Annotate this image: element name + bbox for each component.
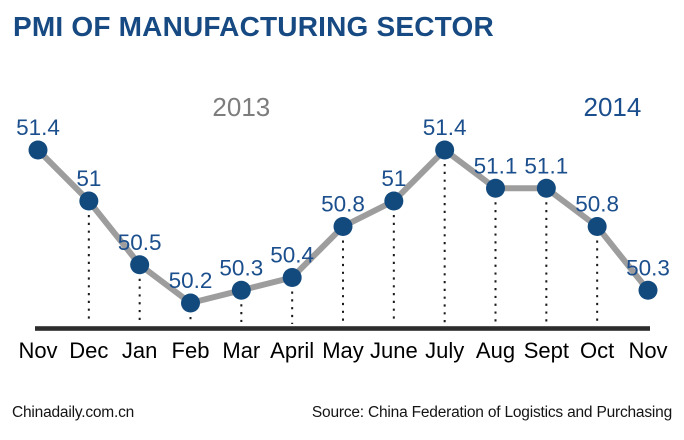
data-point	[181, 293, 200, 313]
data-point	[333, 217, 353, 236]
data-point-label: 51	[76, 166, 101, 191]
x-axis-label: Nov	[628, 338, 667, 363]
footer: Chinadaily.com.cn Source: China Federati…	[0, 402, 684, 428]
data-point	[435, 140, 455, 160]
data-point	[587, 217, 607, 236]
data-point-label: 51	[381, 166, 406, 191]
data-point	[536, 178, 556, 198]
data-point-label: 50.8	[321, 192, 365, 217]
data-point-label: 50.2	[169, 268, 213, 293]
source-credit: Source: China Federation of Logistics an…	[311, 404, 672, 421]
data-point-label: 51.1	[474, 153, 518, 178]
x-axis-label: Aug	[476, 338, 515, 363]
data-point-label: 51.4	[423, 115, 467, 140]
x-axis-label: Mar	[222, 338, 260, 363]
x-axis-label: June	[370, 338, 418, 363]
x-axis	[35, 326, 650, 331]
x-axis-label: April	[270, 338, 314, 363]
data-point-label: 50.5	[118, 230, 162, 255]
x-axis-label: Sept	[524, 338, 569, 363]
data-point	[79, 191, 99, 211]
x-axis-label: Nov	[18, 338, 57, 363]
x-axis-label: Feb	[172, 338, 210, 363]
data-point	[28, 140, 48, 160]
data-point	[384, 191, 404, 211]
year-label-2014: 2014	[583, 92, 641, 122]
x-axis-label: Oct	[580, 338, 614, 363]
x-axis-label: May	[322, 338, 364, 363]
data-point-label: 50.4	[270, 243, 314, 268]
data-point-label: 51.4	[16, 115, 60, 140]
x-axis-label: Jan	[122, 338, 157, 363]
data-point-label: 50.8	[575, 192, 619, 217]
x-axis-label: Dec	[69, 338, 108, 363]
data-point	[486, 178, 505, 198]
year-label-2013: 2013	[212, 92, 270, 122]
chart-title: PMI OF MANUFACTURING SECTOR	[13, 11, 494, 42]
data-point-label: 50.3	[219, 255, 263, 280]
data-point	[282, 268, 302, 287]
data-point	[231, 280, 251, 300]
brand-credit: Chinadaily.com.cn	[12, 404, 135, 421]
data-point	[638, 280, 658, 300]
data-point	[130, 255, 150, 275]
x-axis-label: July	[425, 338, 464, 363]
data-point-label: 50.3	[626, 255, 670, 280]
data-point-label: 51.1	[524, 153, 568, 178]
